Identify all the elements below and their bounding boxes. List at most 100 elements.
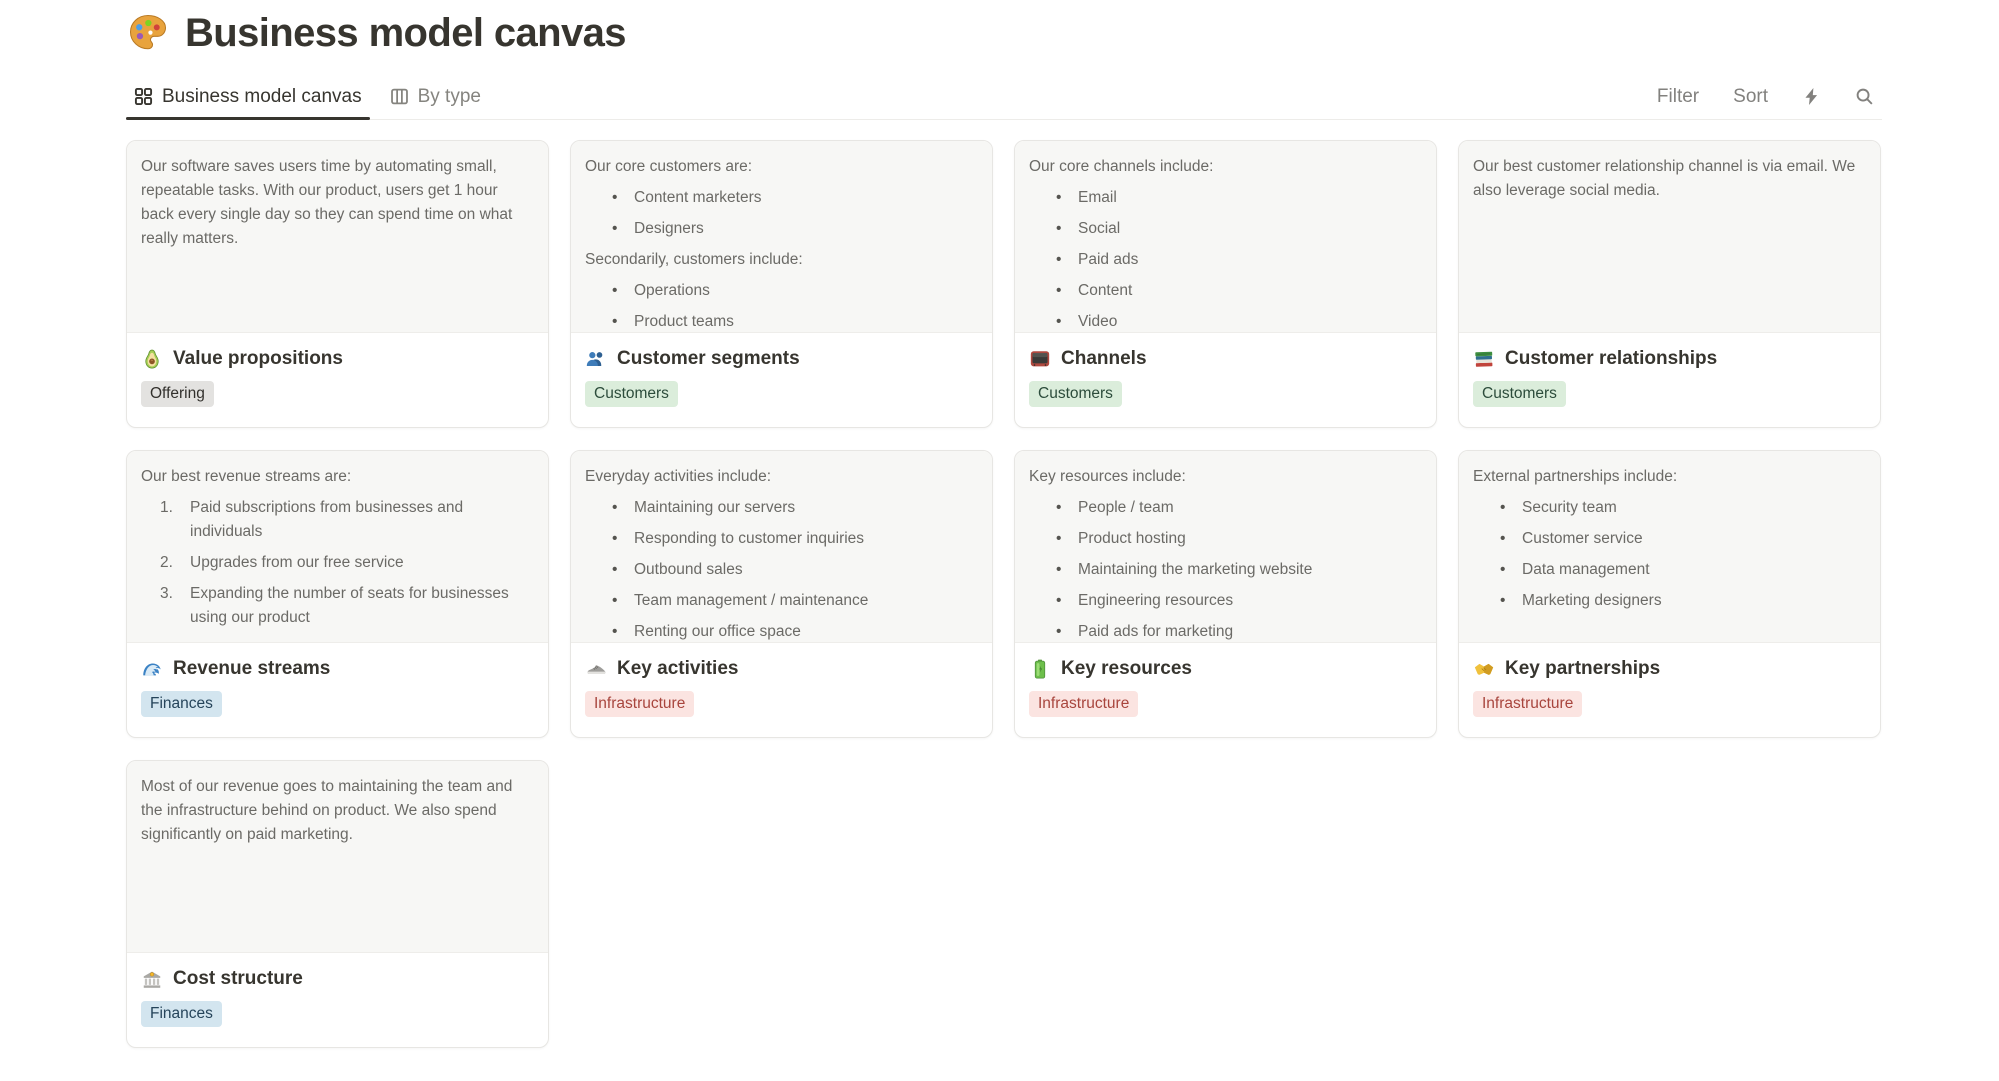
card-title-row: Channels bbox=[1029, 347, 1147, 371]
shoe-icon bbox=[585, 658, 607, 680]
card-key-partnerships[interactable]: External partnerships include: Security t… bbox=[1458, 450, 1881, 738]
card-title-row: Key activities bbox=[585, 657, 738, 681]
preview-text: Key resources include: bbox=[1029, 468, 1186, 485]
tab-by-type[interactable]: By type bbox=[382, 74, 489, 119]
view-tabs: Business model canvas By type bbox=[126, 74, 489, 120]
card-title-row: Key resources bbox=[1029, 657, 1192, 681]
sort-button[interactable]: Sort bbox=[1729, 84, 1772, 110]
filter-button[interactable]: Filter bbox=[1653, 84, 1703, 110]
preview-text: External partnerships include: bbox=[1473, 468, 1678, 485]
preview-list-item: Outbound sales bbox=[612, 558, 978, 582]
palette-icon[interactable] bbox=[126, 11, 170, 55]
preview-text: Most of our revenue goes to maintaining … bbox=[141, 778, 513, 843]
lightning-icon[interactable] bbox=[1798, 85, 1825, 108]
card-customer-segments[interactable]: Our core customers are: Content marketers… bbox=[570, 140, 993, 428]
card-channels[interactable]: Our core channels include: Email Social Pai… bbox=[1014, 140, 1437, 428]
preview-list: Maintaining our servers Responding to cus… bbox=[585, 496, 978, 642]
preview-list: Paid subscriptions from businesses and i… bbox=[141, 496, 534, 630]
tab-label: Business model canvas bbox=[162, 85, 362, 107]
tab-label: By type bbox=[417, 85, 481, 107]
preview-text: Our best revenue streams are: bbox=[141, 468, 352, 485]
card-tag: Customers bbox=[1029, 381, 1122, 407]
preview-list-item: Team management / maintenance bbox=[612, 589, 978, 613]
preview-list-item: Responding to customer inquiries bbox=[612, 527, 978, 551]
preview-list-item: Upgrades from our free service bbox=[160, 551, 404, 575]
card-title: Customer segments bbox=[617, 348, 800, 369]
preview-list-item: Product teams bbox=[612, 310, 978, 332]
preview-list: Email Social Paid ads Content Video bbox=[1029, 186, 1422, 332]
card-value-propositions[interactable]: Our software saves users time by automat… bbox=[126, 140, 549, 428]
card-preview: External partnerships include: Security t… bbox=[1459, 451, 1880, 643]
card-preview: Everyday activities include: Maintaining … bbox=[571, 451, 992, 643]
gallery-view-icon bbox=[134, 87, 153, 106]
card-footer: Value propositions Offering bbox=[127, 333, 548, 407]
notion-page: Business model canvas Business model can… bbox=[126, 0, 1882, 1048]
battery-icon bbox=[1029, 658, 1051, 680]
card-customer-relationships[interactable]: Our best customer relationship channel i… bbox=[1458, 140, 1881, 428]
board-view-icon bbox=[390, 87, 409, 106]
card-key-activities[interactable]: Everyday activities include: Maintaining … bbox=[570, 450, 993, 738]
card-footer: Key activities Infrastructure bbox=[571, 643, 992, 717]
card-preview: Our best customer relationship channel i… bbox=[1459, 141, 1880, 333]
preview-text: Our core customers are: bbox=[585, 158, 753, 175]
books-icon bbox=[1473, 348, 1495, 370]
preview-list-item: Content bbox=[1056, 279, 1422, 303]
card-title: Channels bbox=[1061, 348, 1147, 369]
preview-list-item: Paid subscriptions from businesses and i… bbox=[160, 496, 464, 540]
preview-list-item: Video bbox=[1056, 310, 1422, 332]
tv-icon bbox=[1029, 348, 1051, 370]
card-tag: Offering bbox=[141, 381, 214, 407]
card-tag: Infrastructure bbox=[1473, 691, 1583, 717]
preview-list-item: Engineering resources bbox=[1056, 589, 1422, 613]
preview-text: Our best customer relationship channel i… bbox=[1473, 158, 1856, 199]
avocado-icon bbox=[141, 348, 163, 370]
search-icon[interactable] bbox=[1851, 85, 1878, 108]
view-toolbar: Business model canvas By type Filter Sor… bbox=[126, 74, 1882, 120]
card-tag: Infrastructure bbox=[585, 691, 695, 717]
page-title[interactable]: Business model canvas bbox=[185, 10, 627, 55]
card-title: Customer relationships bbox=[1505, 348, 1718, 369]
preview-list-item: Paid ads for marketing bbox=[1056, 620, 1422, 642]
preview-text: Secondarily, customers include: bbox=[585, 251, 803, 268]
card-preview: Our software saves users time by automat… bbox=[127, 141, 548, 333]
preview-list-item: Security team bbox=[1500, 496, 1866, 520]
tab-business-model-canvas[interactable]: Business model canvas bbox=[126, 74, 370, 120]
card-footer: Revenue streams Finances bbox=[127, 643, 548, 717]
people-icon bbox=[585, 348, 607, 370]
card-preview: Our best revenue streams are: Paid subscr… bbox=[127, 451, 548, 643]
preview-list-item: Expanding the number of seats for busine… bbox=[160, 582, 509, 626]
card-footer: Customer relationships Customers bbox=[1459, 333, 1880, 407]
card-title: Cost structure bbox=[173, 968, 303, 989]
preview-text: Our core channels include: bbox=[1029, 158, 1214, 175]
card-title-row: Value propositions bbox=[141, 347, 343, 371]
card-tag: Finances bbox=[141, 1001, 222, 1027]
card-footer: Channels Customers bbox=[1015, 333, 1436, 407]
preview-list-item: Content marketers bbox=[612, 186, 978, 210]
preview-list: Content marketers Designers bbox=[585, 186, 978, 241]
card-key-resources[interactable]: Key resources include: People / team Produ… bbox=[1014, 450, 1437, 738]
card-title-row: Cost structure bbox=[141, 967, 303, 991]
preview-list-item: Product hosting bbox=[1056, 527, 1422, 551]
card-cost-structure[interactable]: Most of our revenue goes to maintaining … bbox=[126, 760, 549, 1048]
preview-list-item: Renting our office space bbox=[612, 620, 978, 642]
preview-list-item: Operations bbox=[612, 279, 978, 303]
card-title-row: Customer relationships bbox=[1473, 347, 1717, 371]
card-grid: Our software saves users time by automat… bbox=[126, 140, 1882, 1048]
card-preview: Most of our revenue goes to maintaining … bbox=[127, 761, 548, 953]
card-title-row: Customer segments bbox=[585, 347, 800, 371]
card-preview: Key resources include: People / team Produ… bbox=[1015, 451, 1436, 643]
card-footer: Key partnerships Infrastructure bbox=[1459, 643, 1880, 717]
preview-list-item: People / team bbox=[1056, 496, 1422, 520]
preview-list-item: Designers bbox=[612, 217, 978, 241]
preview-list-item: Email bbox=[1056, 186, 1422, 210]
toolbar-controls: Filter Sort bbox=[1653, 74, 1882, 119]
card-tag: Customers bbox=[1473, 381, 1566, 407]
card-preview: Our core channels include: Email Social Pai… bbox=[1015, 141, 1436, 333]
preview-list-item: Maintaining the marketing website bbox=[1056, 558, 1422, 582]
preview-text: Everyday activities include: bbox=[585, 468, 772, 485]
card-title-row: Revenue streams bbox=[141, 657, 330, 681]
preview-list-item: Social bbox=[1056, 217, 1422, 241]
card-revenue-streams[interactable]: Our best revenue streams are: Paid subscr… bbox=[126, 450, 549, 738]
card-tag: Finances bbox=[141, 691, 222, 717]
preview-list: Security team Customer service Data manage… bbox=[1473, 496, 1866, 613]
